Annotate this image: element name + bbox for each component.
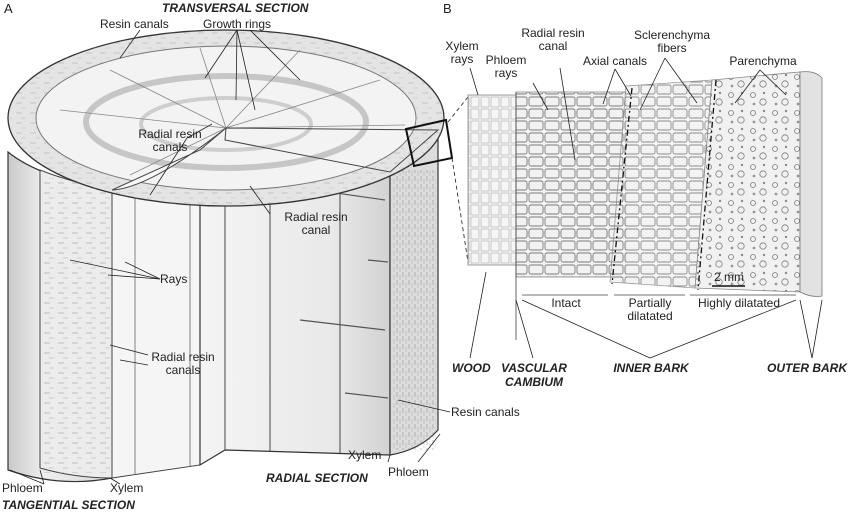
phloem-rays-label-1: Phloem — [485, 53, 527, 67]
panel-b-letter: B — [443, 1, 452, 16]
phloem-intact-zone — [515, 91, 627, 278]
radial-resin-canals-left-label-1: Radial resin — [151, 350, 215, 364]
growth-rings-label: Growth rings — [203, 17, 272, 31]
highly-dilatated-label: Highly dilatated — [697, 296, 781, 310]
panel-a-letter: A — [4, 1, 13, 16]
outer-bark-label: OUTER BARK — [767, 361, 847, 375]
resin-canals-bottom-label: Resin canals — [451, 405, 520, 419]
intact-label: Intact — [551, 296, 581, 310]
xylem-right-label: Xylem — [348, 448, 382, 462]
bark-detail — [447, 71, 823, 340]
vascular-cambium-label-2: CAMBIUM — [505, 375, 563, 389]
radial-resin-canal-label-2: canal — [301, 223, 331, 237]
tangential-section-title: TANGENTIAL SECTION — [2, 498, 135, 512]
axial-canals-label: Axial canals — [582, 54, 648, 68]
outer-bark-zone — [799, 71, 823, 297]
growth-ring-middle — [83, 73, 369, 171]
partially-dilatated-label-1: Partially — [628, 296, 672, 310]
scale-bar-label: 2 mm — [714, 270, 744, 284]
growth-ring-inner — [139, 96, 313, 152]
xylem-rays-label-2: rays — [450, 52, 474, 66]
phloem-left-label: Phloem — [2, 481, 43, 495]
xylem-left-label: Xylem — [110, 481, 144, 495]
wood-label: WOOD — [452, 361, 491, 375]
radial-resin-canals-center-label-1: Radial resin — [138, 127, 202, 141]
radial-resin-canal-b-label-2: canal — [538, 39, 568, 53]
inner-bark-label: INNER BARK — [613, 361, 689, 375]
radial-resin-canal-label-1: Radial resin — [284, 210, 348, 224]
radial-section-title: RADIAL SECTION — [266, 471, 368, 485]
phloem-partial-zone — [609, 79, 713, 289]
sclerenchyma-label-1: Sclerenchyma — [633, 28, 711, 42]
radial-resin-canals-left-label-2: canals — [165, 363, 201, 377]
xylem-rays-label-1: Xylem — [445, 39, 479, 53]
transversal-section-title: TRANSVERSAL SECTION — [162, 1, 309, 15]
partially-dilatated-label-2: dilatated — [627, 309, 673, 323]
resin-canals-top-label: Resin canals — [100, 17, 169, 31]
radial-resin-canals-center-label-2: canals — [152, 140, 188, 154]
cut-wedge — [111, 127, 227, 191]
panel-a-leaders — [9, 29, 451, 485]
panel-b-leaders — [469, 57, 823, 359]
sclerenchyma-label-2: fibers — [657, 41, 687, 55]
vascular-cambium-label-1: VASCULAR — [501, 361, 567, 375]
phloem-right-label: Phloem — [388, 465, 429, 479]
radial-resin-canal-b-label-1: Radial resin — [521, 26, 585, 40]
phloem-rays-label-2: rays — [494, 66, 518, 80]
rays-label: Rays — [160, 272, 188, 286]
parenchyma-label: Parenchyma — [729, 54, 797, 68]
xylem-zone — [467, 94, 517, 266]
trunk-block — [7, 29, 454, 483]
